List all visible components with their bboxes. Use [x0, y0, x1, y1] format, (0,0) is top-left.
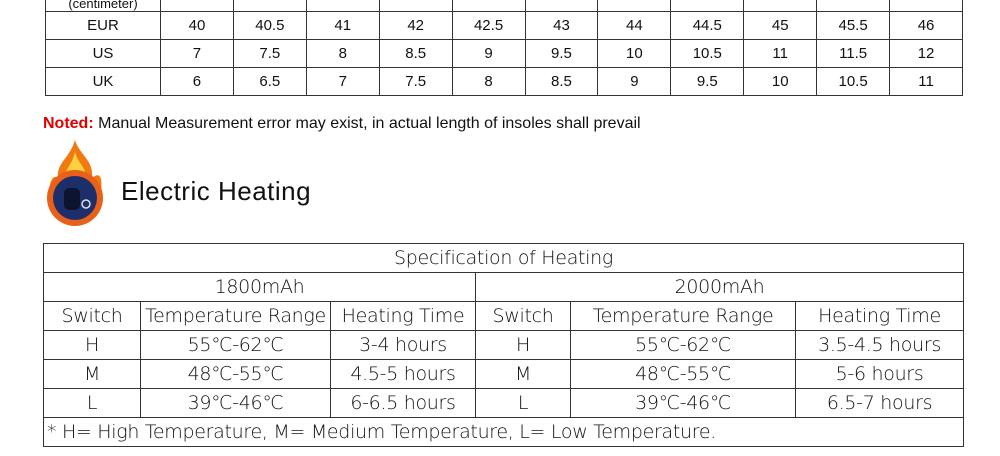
- footnote: * H= High Temperature, M= Medium Tempera…: [42, 417, 965, 447]
- size-cell: [670, 0, 745, 12]
- size-value: 8.5: [524, 67, 599, 96]
- heating-cell: 55℃-62℃: [570, 330, 796, 360]
- heating-table: Specification of Heating 1800mAh 2000mAh Sw…: [42, 243, 965, 447]
- heating-cell: 48℃-55℃: [570, 359, 796, 389]
- size-value: 41: [305, 11, 380, 40]
- size-value: 9.5: [524, 39, 599, 68]
- size-value: 7.5: [378, 67, 453, 96]
- heating-row: L 39℃-46℃ 6-6.5 hours L 39℃-46℃ 6.5-7 hours: [43, 388, 965, 418]
- heating-cell: 39℃-46℃: [570, 388, 796, 418]
- size-value: 46: [889, 11, 963, 40]
- size-value: 9.5: [670, 67, 745, 96]
- size-cell: [524, 0, 599, 12]
- heating-icon: [47, 140, 103, 226]
- size-value: 11: [743, 39, 818, 68]
- title-row: Specification of Heating: [42, 243, 965, 273]
- group-header: 1800mAh: [43, 272, 476, 302]
- section-heading: Electric Heating: [121, 176, 312, 206]
- size-value: 10.5: [670, 39, 745, 68]
- size-cell: [451, 0, 526, 12]
- heating-cell: 3.5-4.5 hours: [794, 330, 965, 360]
- size-cell: [889, 0, 963, 12]
- heating-cell: 48℃-55℃: [140, 359, 331, 389]
- size-header-row: (centimeter): [45, 0, 963, 12]
- heating-row: H 55℃-62℃ 3-4 hours H 55℃-62℃ 3.5-4.5 hours: [43, 330, 965, 360]
- size-value: 9: [451, 39, 526, 68]
- size-value: 6.5: [232, 67, 307, 96]
- heating-cell: 4.5-5 hours: [330, 359, 476, 389]
- heating-cell: 6.5-7 hours: [794, 388, 965, 418]
- column-header: Heating Time: [330, 301, 476, 331]
- column-header: Temperature Range: [140, 301, 331, 331]
- size-value: 8.5: [378, 39, 453, 68]
- size-cell: [816, 0, 891, 12]
- heating-cell: M: [43, 359, 141, 389]
- size-label: US: [45, 39, 161, 68]
- size-label: EUR: [45, 11, 161, 40]
- group-row: 1800mAh 2000mAh: [43, 272, 965, 302]
- size-row: UK 6 6.5 7 7.5 8 8.5 9 9.5 10 10.5 11: [45, 67, 963, 96]
- size-value: 8: [305, 39, 380, 68]
- size-table: (centimeter) EUR 40 40.5 41 42 42.5 43 44 44.5 45 4…: [45, 0, 963, 96]
- heating-cell: L: [475, 388, 571, 418]
- heating-row: M 48℃-55℃ 4.5-5 hours M 48℃-55℃ 5-6 hours: [43, 359, 965, 389]
- size-label: UK: [45, 67, 161, 96]
- footnote-row: * H= High Temperature, M= Medium Tempera…: [42, 417, 965, 447]
- size-value: 7: [305, 67, 380, 96]
- size-value: 40: [160, 11, 234, 40]
- size-value: 7.5: [232, 39, 307, 68]
- size-cell: [597, 0, 672, 12]
- note: Noted: Manual Measurement error may exis…: [43, 115, 641, 133]
- size-value: 45: [743, 11, 818, 40]
- heating-cell: L: [43, 388, 141, 418]
- heating-cell: 6-6.5 hours: [330, 388, 476, 418]
- group-header: 2000mAh: [474, 272, 965, 302]
- heating-cell: M: [475, 359, 571, 389]
- note-label: Noted:: [43, 115, 94, 132]
- size-value: 40.5: [232, 11, 307, 40]
- size-header: (centimeter): [45, 0, 161, 12]
- size-value: 8: [451, 67, 526, 96]
- column-header: Switch: [475, 301, 571, 331]
- size-value: 9: [597, 67, 672, 96]
- column-header: Heating Time: [794, 301, 965, 331]
- size-value: 12: [889, 39, 963, 68]
- size-value: 44.5: [670, 11, 745, 40]
- size-value: 42: [378, 11, 453, 40]
- size-cell: [743, 0, 818, 12]
- column-header: Switch: [43, 301, 141, 331]
- column-header: Temperature Range: [570, 301, 796, 331]
- size-value: 44: [597, 11, 672, 40]
- size-cell: [305, 0, 380, 12]
- heating-cell: 39℃-46℃: [140, 388, 331, 418]
- size-cell: [160, 0, 234, 12]
- heating-cell: 5-6 hours: [794, 359, 965, 389]
- size-value: 10.5: [816, 67, 891, 96]
- size-value: 10: [597, 39, 672, 68]
- note-text: Manual Measurement error may exist, in a…: [98, 115, 641, 132]
- size-value: 10: [743, 67, 818, 96]
- column-header-row: Switch Temperature Range Heating Time Switc…: [43, 301, 965, 331]
- heating-cell: H: [475, 330, 571, 360]
- size-value: 45.5: [816, 11, 891, 40]
- size-value: 43: [524, 11, 599, 40]
- size-cell: [378, 0, 453, 12]
- heating-cell: 3-4 hours: [330, 330, 476, 360]
- size-value: 7: [160, 39, 234, 68]
- size-row: US 7 7.5 8 8.5 9 9.5 10 10.5 11 11.5 12: [45, 39, 963, 68]
- size-row: EUR 40 40.5 41 42 42.5 43 44 44.5 45 45.5 46: [45, 11, 963, 40]
- heating-title: Specification of Heating: [42, 243, 965, 273]
- size-cell: [232, 0, 307, 12]
- heating-cell: 55℃-62℃: [140, 330, 331, 360]
- size-value: 11: [889, 67, 963, 96]
- size-value: 6: [160, 67, 234, 96]
- size-value: 42.5: [451, 11, 526, 40]
- heating-cell: H: [43, 330, 141, 360]
- size-value: 11.5: [816, 39, 891, 68]
